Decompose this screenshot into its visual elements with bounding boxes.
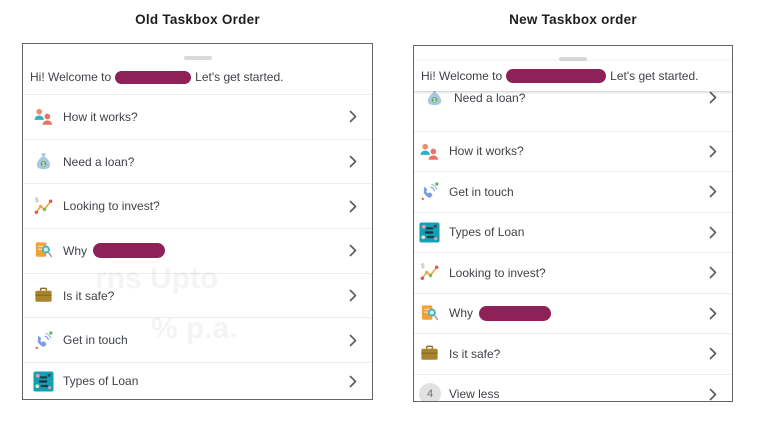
loan-types-icon bbox=[33, 371, 54, 392]
sheet-header bbox=[23, 44, 372, 60]
taskbox-item-label: How it works? bbox=[449, 144, 524, 159]
taskbox-item-types-of-loan[interactable]: Types of Loan bbox=[414, 211, 732, 253]
svg-text:$: $ bbox=[421, 263, 425, 270]
taskbox-item-how-it-works[interactable]: How it works? bbox=[414, 130, 732, 172]
taskbox-item-label: Types of Loan bbox=[449, 225, 525, 240]
welcome-text-suffix: Let's get started. bbox=[195, 70, 284, 84]
taskbox-item-looking-to-invest[interactable]: $ Looking to invest? bbox=[414, 252, 732, 293]
taskbox-item-how-it-works[interactable]: How it works? bbox=[23, 94, 372, 139]
taskbox-card-new: Hi! Welcome to Let's get started. $ Need… bbox=[413, 45, 733, 402]
welcome-row: Hi! Welcome to Let's get started. bbox=[414, 61, 732, 91]
people-icon bbox=[33, 106, 54, 127]
taskbox-item-label: Need a loan? bbox=[454, 91, 526, 105]
taskbox-item-label: Need a loan? bbox=[63, 154, 135, 169]
money-bag-icon: $ bbox=[424, 91, 445, 108]
taskbox-item-label: Get in touch bbox=[63, 333, 128, 348]
document-search-icon bbox=[419, 303, 440, 324]
drag-handle-icon[interactable] bbox=[183, 56, 212, 60]
svg-text:$: $ bbox=[42, 162, 45, 168]
taskbox-item-label: View less bbox=[449, 387, 500, 401]
welcome-text-prefix: Hi! Welcome to bbox=[421, 69, 503, 83]
chevron-right-icon bbox=[709, 185, 717, 198]
welcome-text-prefix: Hi! Welcome to bbox=[30, 70, 112, 84]
money-bag-icon: $ bbox=[33, 151, 54, 172]
taskbox-item-label: Looking to invest? bbox=[63, 199, 160, 214]
taskbox-item-label: How it works? bbox=[63, 109, 138, 124]
chevron-right-icon bbox=[349, 375, 357, 388]
svg-text:$: $ bbox=[433, 98, 436, 104]
welcome-row: Hi! Welcome to Let's get started. bbox=[23, 60, 372, 94]
taskbox-item-need-a-loan[interactable]: $ Need a loan? bbox=[414, 91, 732, 131]
taskbox-item-types-of-loan[interactable]: Types of Loan bbox=[23, 362, 372, 399]
taskbox-item-label: Is it safe? bbox=[449, 346, 501, 361]
taskbox-item-why-brand[interactable]: Why bbox=[414, 292, 732, 334]
chevron-right-icon bbox=[349, 200, 357, 213]
taskbox-item-label: Types of Loan bbox=[63, 374, 139, 389]
redacted-brand-name bbox=[479, 305, 551, 321]
chevron-right-icon bbox=[349, 155, 357, 168]
invest-chart-icon: $ bbox=[419, 262, 440, 283]
chevron-right-icon bbox=[349, 334, 357, 347]
taskbox-item-label: Looking to invest? bbox=[449, 265, 546, 280]
chevron-right-icon bbox=[709, 307, 717, 320]
welcome-text-suffix: Let's get started. bbox=[610, 69, 699, 83]
taskbox-item-is-it-safe[interactable]: Is it safe? bbox=[23, 272, 372, 318]
chevron-right-icon bbox=[349, 244, 357, 257]
svg-text:$: $ bbox=[35, 197, 39, 204]
invest-chart-icon: $ bbox=[33, 196, 54, 217]
people-icon bbox=[419, 141, 440, 162]
chevron-right-icon bbox=[709, 226, 717, 239]
chevron-right-icon bbox=[709, 347, 717, 360]
loan-types-icon bbox=[419, 222, 440, 243]
taskbox-item-view-less[interactable]: 4 View less bbox=[414, 373, 732, 401]
briefcase-icon bbox=[419, 343, 440, 364]
taskbox-item-label: Why bbox=[63, 243, 87, 258]
document-search-icon bbox=[33, 240, 54, 261]
panel-title-new: New Taskbox order bbox=[509, 12, 637, 27]
count-badge: 4 bbox=[419, 383, 441, 401]
taskbox-list-new: $ Need a loan? How it works? bbox=[414, 91, 732, 401]
redacted-brand-name bbox=[115, 70, 192, 84]
chevron-right-icon bbox=[709, 145, 717, 158]
taskbox-item-is-it-safe[interactable]: Is it safe? bbox=[414, 333, 732, 374]
chevron-right-icon bbox=[709, 388, 717, 401]
chevron-right-icon bbox=[709, 91, 717, 104]
phone-icon bbox=[33, 330, 54, 351]
taskbox-item-label: Is it safe? bbox=[63, 288, 115, 303]
redacted-brand-name bbox=[93, 243, 165, 259]
taskbox-item-need-a-loan[interactable]: $ Need a loan? bbox=[23, 138, 372, 184]
taskbox-item-label: Why bbox=[449, 306, 473, 321]
phone-icon bbox=[419, 181, 440, 202]
briefcase-icon bbox=[33, 285, 54, 306]
taskbox-item-get-in-touch[interactable]: Get in touch bbox=[414, 171, 732, 212]
taskbox-item-looking-to-invest[interactable]: $ Looking to invest? bbox=[23, 183, 372, 228]
chevron-right-icon bbox=[349, 289, 357, 302]
taskbox-item-get-in-touch[interactable]: Get in touch bbox=[23, 317, 372, 362]
chevron-right-icon bbox=[349, 110, 357, 123]
chevron-right-icon bbox=[709, 266, 717, 279]
sheet-header bbox=[414, 46, 732, 61]
taskbox-item-label: Get in touch bbox=[449, 184, 514, 199]
panel-title-old: Old Taskbox Order bbox=[135, 12, 260, 27]
drag-handle-icon[interactable] bbox=[559, 57, 587, 61]
taskbox-list-old: How it works? $ Need a loan? bbox=[23, 94, 372, 399]
taskbox-item-why-brand[interactable]: Why bbox=[23, 228, 372, 273]
taskbox-card-old: rns Upto % p.a. Hi! Welcome to Let's get… bbox=[22, 43, 373, 400]
redacted-brand-name bbox=[506, 69, 607, 83]
